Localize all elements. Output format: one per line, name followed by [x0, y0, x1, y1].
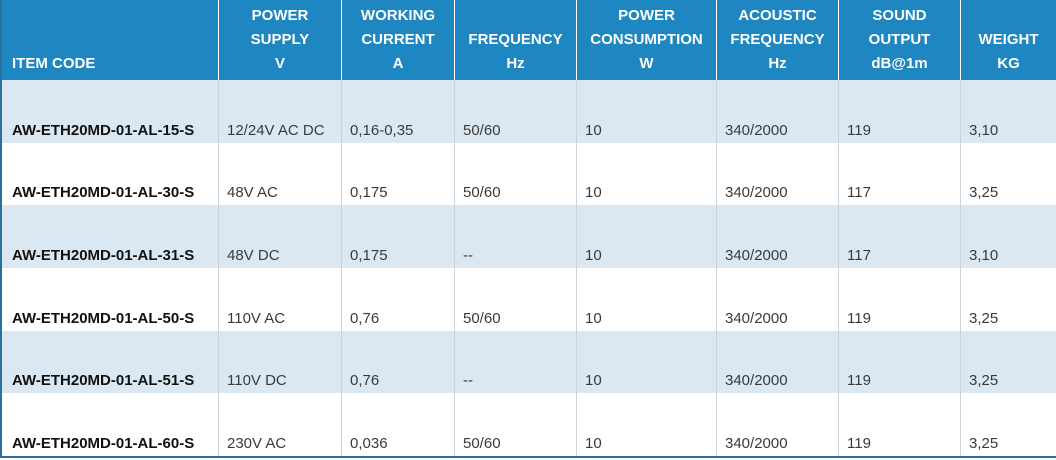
item-code-cell: AW-ETH20MD-01-AL-50-S: [2, 267, 219, 331]
header-label: SOUND: [872, 7, 927, 24]
power-consumption-cell: 10: [577, 80, 717, 143]
table-row: AW-ETH20MD-01-AL-60-S 230V AC 0,036 50/6…: [2, 393, 1056, 456]
weight-cell: 3,25: [961, 142, 1056, 206]
working-current-cell: 0,76: [342, 267, 455, 331]
item-code-cell: AW-ETH20MD-01-AL-51-S: [2, 330, 219, 394]
header-unit: Hz: [506, 55, 525, 72]
header-unit: Hz: [768, 55, 787, 72]
power-consumption-cell: 10: [577, 330, 717, 394]
acoustic-frequency-cell: 340/2000: [717, 267, 839, 331]
sound-output-cell: 117: [839, 205, 961, 268]
header-label: OUTPUT: [868, 31, 931, 48]
header-frequency: FREQUENCY Hz: [455, 0, 577, 80]
frequency-cell: 50/60: [455, 142, 577, 206]
header-working-current: WORKING CURRENT A: [342, 0, 455, 80]
header-unit: W: [639, 55, 654, 72]
frequency-cell: 50/60: [455, 393, 577, 456]
power-consumption-cell: 10: [577, 393, 717, 456]
header-weight: WEIGHT KG: [961, 0, 1056, 80]
power-supply-cell: 110V DC: [219, 330, 342, 394]
power-consumption-cell: 10: [577, 142, 717, 206]
power-supply-cell: 48V AC: [219, 142, 342, 206]
header-sound-output: SOUND OUTPUT dB@1m: [839, 0, 961, 80]
header-unit: A: [392, 55, 404, 72]
header-power-consumption: POWER CONSUMPTION W: [577, 0, 717, 80]
acoustic-frequency-cell: 340/2000: [717, 393, 839, 456]
power-supply-cell: 110V AC: [219, 267, 342, 331]
table-row: AW-ETH20MD-01-AL-51-S 110V DC 0,76 -- 10…: [2, 330, 1056, 394]
header-label: ACOUSTIC: [738, 7, 817, 24]
weight-cell: 3,10: [961, 205, 1056, 268]
working-current-cell: 0,175: [342, 205, 455, 268]
power-supply-cell: 48V DC: [219, 205, 342, 268]
table-row: AW-ETH20MD-01-AL-50-S 110V AC 0,76 50/60…: [2, 267, 1056, 331]
header-row: ITEM CODE POWER SUPPLY V WORKING CURRENT…: [2, 0, 1056, 80]
weight-cell: 3,25: [961, 393, 1056, 456]
power-supply-cell: 230V AC: [219, 393, 342, 456]
sound-output-cell: 119: [839, 393, 961, 456]
power-supply-cell: 12/24V AC DC: [219, 80, 342, 143]
working-current-cell: 0,175: [342, 142, 455, 206]
acoustic-frequency-cell: 340/2000: [717, 205, 839, 268]
header-label: WORKING: [360, 7, 436, 24]
header-item-code: ITEM CODE: [2, 0, 219, 80]
header-label: POWER: [251, 7, 309, 24]
frequency-cell: --: [455, 205, 577, 268]
weight-cell: 3,25: [961, 267, 1056, 331]
weight-cell: 3,25: [961, 330, 1056, 394]
working-current-cell: 0,036: [342, 393, 455, 456]
item-code-cell: AW-ETH20MD-01-AL-15-S: [2, 80, 219, 143]
header-label: FREQUENCY: [468, 31, 563, 48]
acoustic-frequency-cell: 340/2000: [717, 330, 839, 394]
header-label: FREQUENCY: [730, 31, 825, 48]
sound-output-cell: 119: [839, 80, 961, 143]
header-label: ITEM CODE: [12, 55, 96, 72]
header-unit: KG: [997, 55, 1020, 72]
header-label: POWER: [618, 7, 675, 24]
sound-output-cell: 117: [839, 142, 961, 206]
header-unit: V: [274, 55, 285, 72]
header-label: CONSUMPTION: [590, 31, 703, 48]
table-row: AW-ETH20MD-01-AL-15-S 12/24V AC DC 0,16-…: [2, 80, 1056, 143]
item-code-cell: AW-ETH20MD-01-AL-60-S: [2, 393, 219, 456]
frequency-cell: 50/60: [455, 267, 577, 331]
frequency-cell: 50/60: [455, 80, 577, 143]
sound-output-cell: 119: [839, 267, 961, 331]
header-label: SUPPLY: [250, 31, 310, 48]
header-acoustic-frequency: ACOUSTIC FREQUENCY Hz: [717, 0, 839, 80]
working-current-cell: 0,76: [342, 330, 455, 394]
header-label: CURRENT: [361, 31, 435, 48]
weight-cell: 3,10: [961, 80, 1056, 143]
header-power-supply: POWER SUPPLY V: [219, 0, 342, 80]
header-unit: dB@1m: [871, 55, 928, 72]
acoustic-frequency-cell: 340/2000: [717, 80, 839, 143]
working-current-cell: 0,16-0,35: [342, 80, 455, 143]
table-row: AW-ETH20MD-01-AL-30-S 48V AC 0,175 50/60…: [2, 142, 1056, 206]
power-consumption-cell: 10: [577, 267, 717, 331]
item-code-cell: AW-ETH20MD-01-AL-30-S: [2, 142, 219, 206]
sound-output-cell: 119: [839, 330, 961, 394]
acoustic-frequency-cell: 340/2000: [717, 142, 839, 206]
frequency-cell: --: [455, 330, 577, 394]
table-row: AW-ETH20MD-01-AL-31-S 48V DC 0,175 -- 10…: [2, 205, 1056, 268]
item-code-cell: AW-ETH20MD-01-AL-31-S: [2, 205, 219, 268]
header-label: WEIGHT: [978, 31, 1039, 48]
power-consumption-cell: 10: [577, 205, 717, 268]
